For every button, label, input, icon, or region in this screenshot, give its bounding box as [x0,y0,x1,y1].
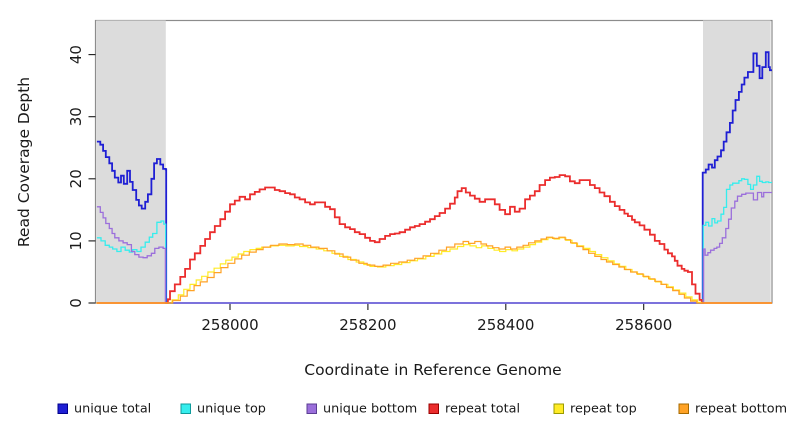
legend-item-unique-total: unique total [57,402,151,417]
legend-label: unique bottom [323,402,417,417]
x-axis-ticks: 258000 258200 258400 258600 [201,303,672,334]
series-line-repeat-total [96,174,772,304]
legend-item-repeat-bottom: repeat bottom [678,402,787,417]
y-tick-label: 0 [67,298,85,308]
legend-item-repeat-total: repeat total [428,402,520,417]
x-axis-title: Coordinate in Reference Genome [304,361,561,379]
x-tick-label: 258200 [339,316,396,334]
y-tick-label: 20 [67,169,85,188]
legend-label: unique total [74,402,151,417]
legend-label: repeat top [570,402,637,417]
series-line-unique-total [96,51,772,304]
shaded-region-left-flank [96,20,166,303]
series-lines [96,51,772,304]
legend-swatch-repeat-bottom [678,403,689,414]
legend-swatch-repeat-total [428,403,439,414]
legend-item-unique-top: unique top [180,402,266,417]
legend-label: repeat bottom [695,402,787,417]
shaded-flank-regions [96,20,771,303]
legend-label: repeat total [445,402,520,417]
series-line-repeat-bottom [96,236,772,304]
legend-swatch-unique-top [180,403,191,414]
x-tick-label: 258400 [477,316,534,334]
x-tick-label: 258000 [201,316,258,334]
shaded-region-right-flank [703,20,771,303]
legend-swatch-unique-total [57,403,68,414]
legend-label: unique top [197,402,266,417]
chart-legend: unique total unique top unique bottom repea… [57,402,787,417]
legend-swatch-unique-bottom [306,403,317,414]
legend-item-unique-bottom: unique bottom [306,402,417,417]
y-axis-title: Read Coverage Depth [15,77,33,247]
y-tick-label: 10 [67,231,85,250]
y-tick-label: 40 [67,45,85,64]
y-axis-ticks: 0 10 20 30 40 [67,45,96,308]
y-tick-label: 30 [67,107,85,126]
series-line-repeat-top [96,237,772,304]
legend-swatch-repeat-top [553,403,564,414]
x-tick-label: 258600 [615,316,672,334]
legend-item-repeat-top: repeat top [553,402,637,417]
series-line-unique-top [96,175,772,304]
plot-border [94,19,773,304]
